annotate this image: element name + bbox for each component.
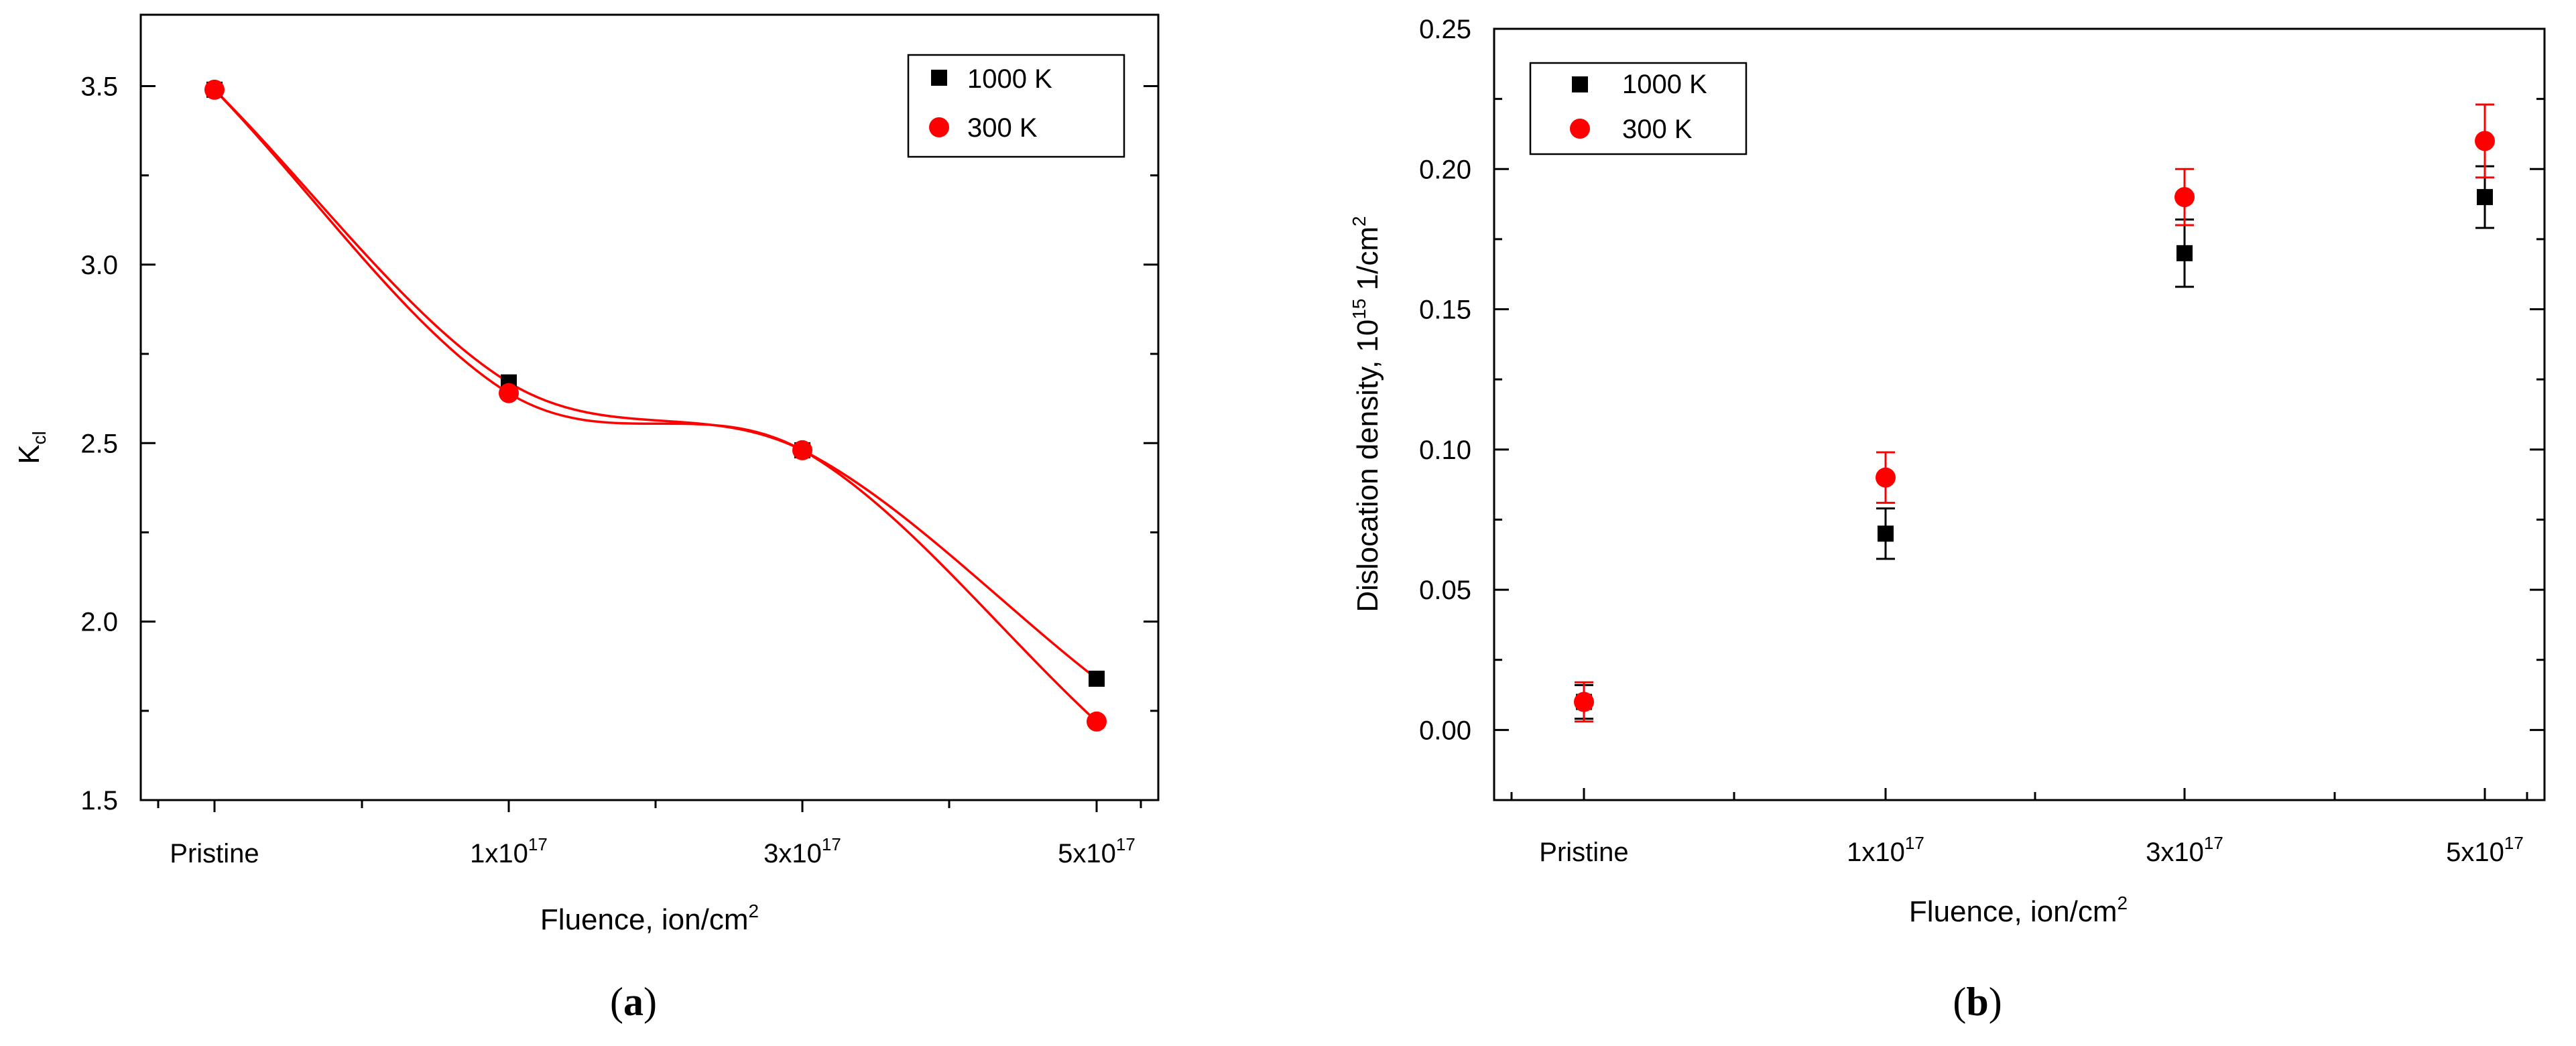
chart-panel-a: 1.5 2.0 2.5 3.0 3.5 Pristine 1x1017 3x1017 5x10… bbox=[13, 13, 1160, 1024]
legend-b: 1000 K 300 K bbox=[1529, 62, 1747, 155]
legend-label-1000k-a: 1000 K bbox=[967, 64, 1052, 94]
x-tick-label: 5x1017 bbox=[1058, 834, 1136, 868]
data-point-300k bbox=[2174, 187, 2195, 208]
fit-curve-300k bbox=[213, 88, 1098, 723]
data-point-1000k bbox=[1089, 670, 1105, 687]
x-tick-label: 1x1017 bbox=[1847, 833, 1924, 867]
y-tick-label: 0.10 bbox=[1419, 436, 1471, 465]
legend-marker-300k-b bbox=[1570, 119, 1590, 139]
x-axis-title-b: Fluence, ion/cm2 bbox=[1909, 893, 2128, 928]
panel-caption-a: (a) bbox=[610, 980, 657, 1024]
y-tick-label: 2.0 bbox=[80, 608, 118, 637]
x-tick-label: 1x1017 bbox=[470, 834, 548, 868]
y-tick-label: 1.5 bbox=[80, 786, 118, 815]
panel-caption-b: (b) bbox=[1953, 980, 2002, 1024]
legend-marker-1000k-b bbox=[1572, 76, 1588, 92]
legend-label-300k-b: 300 K bbox=[1622, 115, 1693, 144]
x-tick-label: 5x1017 bbox=[2446, 833, 2524, 867]
data-point-300k bbox=[204, 79, 225, 100]
y-tick-label: 0.00 bbox=[1419, 716, 1471, 745]
y-axis-title-b: Dislocation density, 1015 1/cm2 bbox=[1349, 216, 1384, 612]
x-tick-label: Pristine bbox=[170, 839, 259, 868]
data-point-1000k bbox=[2176, 245, 2193, 261]
plot-frame-b bbox=[1493, 27, 2546, 801]
x-tick-label: 3x1017 bbox=[763, 834, 841, 868]
legend-marker-300k-a bbox=[929, 117, 949, 137]
y-tick-label: 0.25 bbox=[1419, 15, 1471, 44]
legend-a: 1000 K 300 K bbox=[907, 54, 1125, 158]
x-tick-label: 3x1017 bbox=[2146, 833, 2223, 867]
legend-box-b bbox=[1529, 62, 1747, 155]
fit-curve-1000k bbox=[213, 88, 1098, 680]
y-tick-label: 3.5 bbox=[80, 72, 118, 102]
data-point-300k bbox=[1574, 692, 1594, 712]
legend-label-1000k-b: 1000 K bbox=[1622, 70, 1707, 99]
y-tick-label: 0.05 bbox=[1419, 576, 1471, 605]
y-axis-title-a: Kcl bbox=[13, 431, 50, 464]
x-tick-label: Pristine bbox=[1539, 838, 1628, 867]
data-point-300k bbox=[1087, 711, 1107, 732]
data-point-300k bbox=[1876, 467, 1896, 488]
data-point-300k bbox=[792, 440, 812, 460]
x-axis-title-a: Fluence, ion/cm2 bbox=[540, 901, 759, 936]
data-point-300k bbox=[499, 383, 519, 403]
chart-panel-b: 0.00 0.05 0.10 0.15 0.20 0.25 Pristine 1x1017 3… bbox=[1349, 15, 2546, 1024]
plot-frame-a bbox=[139, 13, 1160, 801]
legend-label-300k-a: 300 K bbox=[967, 113, 1038, 143]
data-point-1000k bbox=[1878, 525, 1894, 542]
y-tick-label: 0.20 bbox=[1419, 155, 1471, 184]
data-point-300k bbox=[2475, 131, 2495, 151]
y-tick-label: 0.15 bbox=[1419, 296, 1471, 325]
data-point-1000k bbox=[2477, 189, 2493, 206]
legend-marker-1000k-a bbox=[931, 70, 947, 86]
y-tick-label: 2.5 bbox=[80, 429, 118, 458]
y-tick-label: 3.0 bbox=[80, 251, 118, 280]
